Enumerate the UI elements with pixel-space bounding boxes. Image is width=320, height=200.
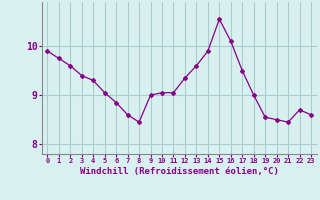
- X-axis label: Windchill (Refroidissement éolien,°C): Windchill (Refroidissement éolien,°C): [80, 167, 279, 176]
